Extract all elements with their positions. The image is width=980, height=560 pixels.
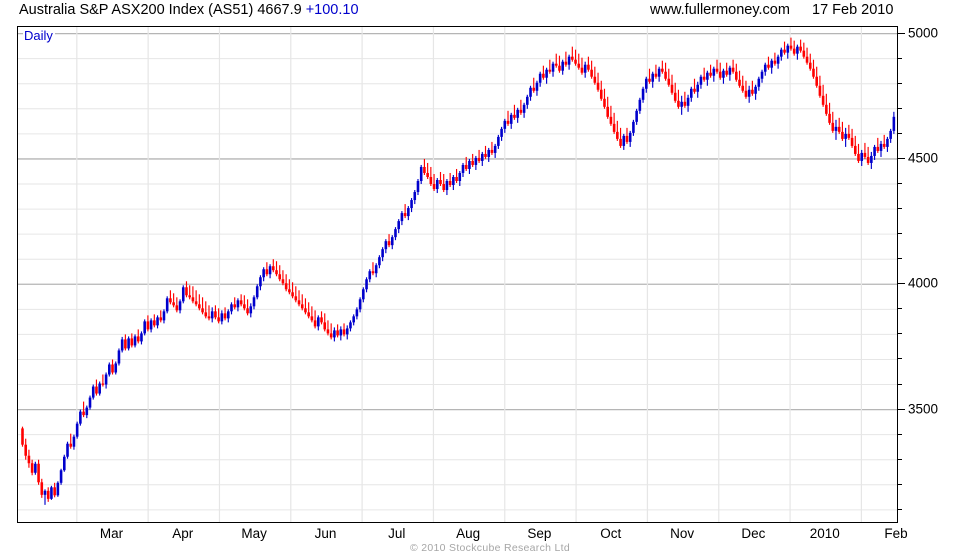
price-change: +100.10 [305,2,359,18]
x-axis: Mar Apr May Jun Jul Aug Sep Oct Nov Dec 2010 Feb [17,523,908,547]
y-tick-minor [898,107,902,109]
y-tick-minor [898,132,902,134]
timeframe-label: Daily [23,28,55,43]
y-axis: 3500 4000 4500 5000 [898,25,980,523]
x-tick-label: Jun [314,526,337,541]
y-tick-minor [898,433,902,435]
y-tick-label: 4000 [908,275,939,291]
price-series-svg [18,27,897,522]
y-tick-minor [898,233,902,235]
gridlines [18,27,897,522]
y-tick-minor [898,383,902,385]
x-tick-label: Oct [600,526,622,541]
x-tick-label: Jul [388,526,406,541]
y-tick-minor [898,458,902,460]
x-tick-label: 2010 [809,526,840,541]
instrument-title: Australia S&P ASX200 Index (AS51) 4667.9 [19,2,302,18]
copyright-notice: © 2010 Stockcube Research Ltd [409,542,571,554]
x-tick-label: Feb [884,526,908,541]
y-tick-minor [898,508,902,510]
x-tick-label: Aug [456,526,481,541]
y-tick-minor [898,483,902,485]
y-tick-minor [898,333,902,335]
x-tick-label: Nov [670,526,695,541]
x-tick-label: Mar [99,526,124,541]
chart-plot-frame: Daily [17,26,898,523]
y-tick-major [898,157,905,159]
y-tick-major [898,283,905,285]
y-tick-label: 5000 [908,25,939,41]
chart-title: Australia S&P ASX200 Index (AS51) 4667.9… [19,2,359,18]
y-tick-minor [898,358,902,360]
y-tick-major [898,32,905,34]
y-tick-minor [898,183,902,184]
y-tick-minor [898,208,902,210]
header-bar: Australia S&P ASX200 Index (AS51) 4667.9… [0,0,980,24]
y-tick-label: 4500 [908,150,939,166]
y-tick-minor [898,82,902,84]
y-tick-minor [898,308,902,310]
y-tick-minor [898,258,902,260]
candlestick-plot [18,27,897,522]
x-tick-label: May [241,526,267,541]
candle-group [21,37,896,505]
site-url-label: www.fullermoney.com [650,2,790,18]
x-tick-label: Sep [527,526,552,541]
y-tick-major [898,408,905,410]
report-date-label: 17 Feb 2010 [812,2,894,18]
x-tick-label: Apr [172,526,194,541]
x-tick-label: Dec [741,526,766,541]
y-tick-label: 3500 [908,401,939,417]
y-tick-minor [898,57,902,59]
